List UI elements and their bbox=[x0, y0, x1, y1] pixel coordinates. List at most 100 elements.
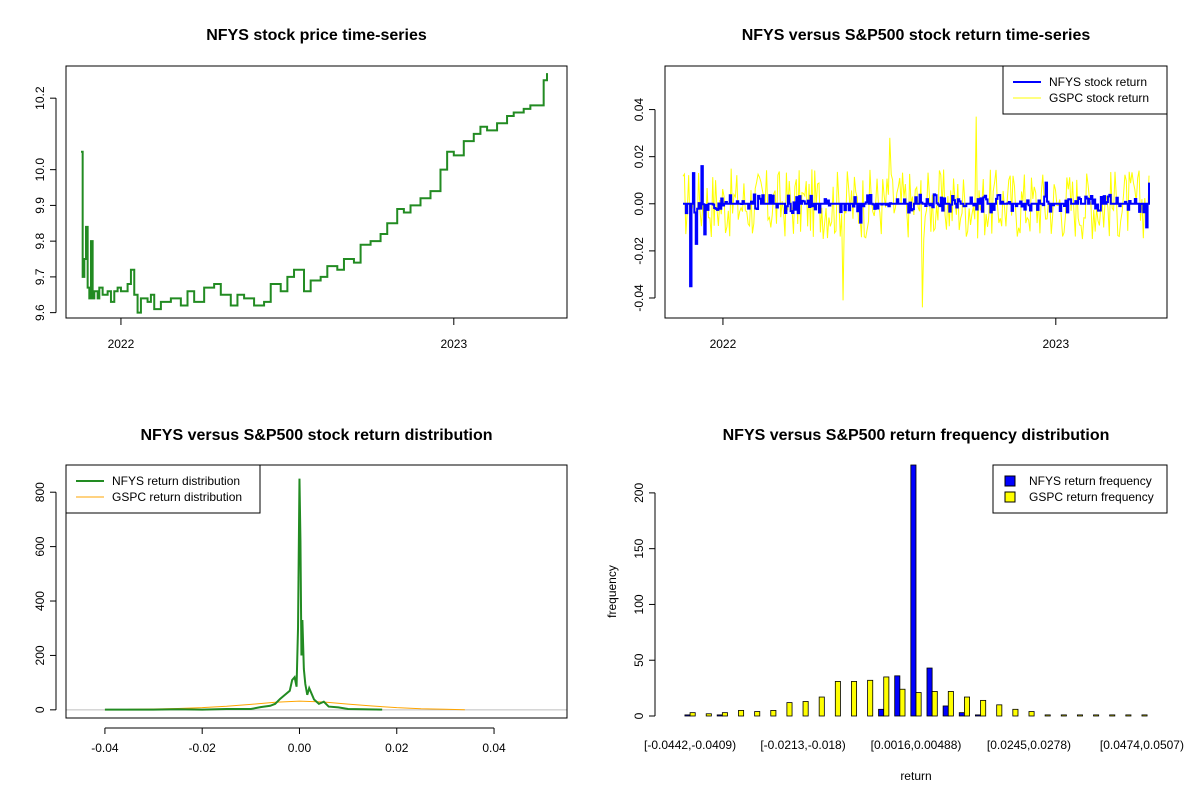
x-category-label: [0.0016,0.00488) bbox=[871, 738, 962, 752]
bar-gspc bbox=[931, 691, 938, 717]
x-tick-label: 2023 bbox=[1042, 337, 1069, 351]
bar-gspc bbox=[899, 688, 906, 717]
legend-box bbox=[65, 464, 261, 514]
y-tick-label: 0 bbox=[33, 706, 47, 713]
legend-box bbox=[992, 464, 1168, 514]
x-category-label: [0.0474,0.0507) bbox=[1100, 738, 1184, 752]
y-tick-label: -0.02 bbox=[632, 237, 646, 265]
legend-label: GSPC return distribution bbox=[112, 490, 242, 504]
y-tick-label: 9.6 bbox=[33, 304, 47, 321]
gspc-return-line bbox=[682, 116, 1150, 308]
legend-label: GSPC stock return bbox=[1049, 91, 1149, 105]
plot-frame bbox=[664, 65, 1168, 319]
bar-gspc bbox=[738, 710, 745, 717]
bar-gspc bbox=[883, 676, 890, 717]
y-tick-label: 0 bbox=[632, 712, 646, 719]
bar-gspc bbox=[1060, 714, 1067, 717]
chart-price: NFYS stock price time-series 9.6 9.7 9.8 9.9… bbox=[33, 27, 568, 351]
bar-gspc bbox=[980, 699, 987, 717]
legend-label: NFYS stock return bbox=[1049, 75, 1147, 89]
bar-gspc bbox=[770, 710, 777, 717]
x-category-label: [-0.0213,-0.018) bbox=[760, 738, 845, 752]
bar-gspc bbox=[1141, 714, 1148, 717]
bar-gspc bbox=[689, 712, 696, 717]
chart-returns: NFYS versus S&P500 stock return time-ser… bbox=[632, 27, 1168, 351]
y-tick-label: 100 bbox=[632, 594, 646, 614]
bar-gspc bbox=[964, 696, 970, 717]
bar-gspc bbox=[851, 681, 858, 717]
chart-title: NFYS stock price time-series bbox=[206, 27, 427, 44]
bar-gspc bbox=[834, 681, 841, 717]
bar-gspc bbox=[786, 702, 793, 717]
bar-nfys bbox=[716, 714, 723, 717]
y-tick-label: 200 bbox=[33, 645, 47, 665]
y-tick-label: 9.8 bbox=[33, 232, 47, 249]
legend-swatch bbox=[1004, 491, 1016, 503]
nfys-density-line bbox=[104, 478, 383, 711]
bar-gspc bbox=[754, 711, 761, 717]
bar-nfys bbox=[958, 712, 965, 717]
bar-gspc bbox=[1093, 714, 1100, 717]
x-tick-label: 0.00 bbox=[288, 741, 312, 755]
plot-frame bbox=[65, 65, 568, 319]
bar-gspc bbox=[1028, 711, 1035, 717]
bar-gspc bbox=[1076, 714, 1083, 717]
x-tick-label: 0.02 bbox=[385, 741, 409, 755]
bar-nfys bbox=[910, 464, 917, 717]
bar-nfys bbox=[942, 705, 949, 717]
x-tick-label: 0.04 bbox=[482, 741, 506, 755]
bar-gspc bbox=[867, 679, 874, 717]
legend-label: GSPC return frequency bbox=[1029, 490, 1154, 504]
x-tick-label: 2022 bbox=[108, 337, 135, 351]
bar-gspc bbox=[947, 691, 954, 717]
bar-nfys bbox=[878, 708, 885, 717]
bar-gspc bbox=[1109, 714, 1116, 717]
legend-label: NFYS return frequency bbox=[1029, 474, 1152, 488]
bar-nfys bbox=[894, 675, 901, 717]
y-axis-label: frequency bbox=[605, 565, 619, 618]
y-tick-label: 9.7 bbox=[33, 268, 47, 285]
x-tick-label: -0.02 bbox=[189, 741, 217, 755]
bar-gspc bbox=[1125, 714, 1132, 717]
chart-title: NFYS versus S&P500 return frequency dist… bbox=[723, 427, 1110, 444]
x-tick-label: -0.04 bbox=[91, 741, 119, 755]
y-tick-label: 10.0 bbox=[33, 158, 47, 182]
bar-gspc bbox=[818, 696, 825, 717]
chart-title: NFYS versus S&P500 stock return time-ser… bbox=[742, 27, 1091, 44]
bar-nfys bbox=[684, 714, 691, 717]
x-tick-label: 2023 bbox=[440, 337, 467, 351]
legend-box bbox=[1002, 65, 1168, 115]
x-tick-label: 2022 bbox=[710, 337, 737, 351]
y-tick-label: 50 bbox=[632, 653, 646, 667]
bar-nfys bbox=[974, 714, 981, 717]
bar-gspc bbox=[721, 712, 728, 717]
bar-gspc bbox=[996, 704, 1003, 717]
x-axis-label: return bbox=[900, 769, 931, 783]
y-tick-label: 0.00 bbox=[632, 192, 646, 216]
y-tick-label: 800 bbox=[33, 482, 47, 502]
legend-label: NFYS return distribution bbox=[112, 474, 240, 488]
legend-swatch bbox=[1004, 475, 1016, 487]
bar-gspc bbox=[1044, 714, 1051, 717]
bar-gspc bbox=[705, 713, 712, 717]
y-tick-label: 400 bbox=[33, 591, 47, 611]
y-tick-label: 150 bbox=[632, 538, 646, 558]
nfys-return-line bbox=[683, 165, 1150, 288]
bar-gspc bbox=[915, 692, 922, 717]
price-line bbox=[81, 73, 548, 314]
x-category-label: [-0.0442,-0.0409) bbox=[644, 738, 736, 752]
bar-gspc bbox=[802, 701, 809, 717]
y-tick-label: -0.04 bbox=[632, 284, 646, 312]
y-tick-label: 200 bbox=[632, 483, 646, 503]
x-category-label: [0.0245,0.0278) bbox=[987, 738, 1071, 752]
y-tick-label: 0.04 bbox=[632, 98, 646, 122]
gspc-density-line bbox=[104, 700, 465, 711]
chart-density: NFYS versus S&P500 stock return distribu… bbox=[33, 427, 568, 755]
y-tick-label: 0.02 bbox=[632, 145, 646, 169]
plot-frame bbox=[65, 464, 568, 719]
y-tick-label: 600 bbox=[33, 536, 47, 556]
chart-freq: NFYS versus S&P500 return frequency dist… bbox=[605, 427, 1184, 783]
y-tick-label: 10.2 bbox=[33, 86, 47, 110]
bar-nfys bbox=[926, 667, 933, 717]
chart-title: NFYS versus S&P500 stock return distribu… bbox=[140, 427, 492, 444]
